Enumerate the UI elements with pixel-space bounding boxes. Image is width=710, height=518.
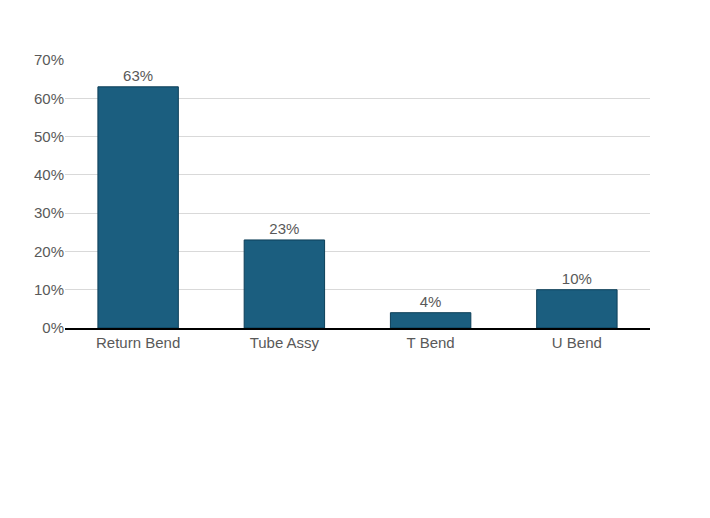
svg-text:30%: 30%: [34, 204, 64, 221]
svg-text:10%: 10%: [562, 270, 592, 287]
svg-text:Return Bend: Return Bend: [96, 334, 180, 351]
svg-text:Tube Assy: Tube Assy: [250, 334, 320, 351]
svg-text:60%: 60%: [34, 90, 64, 107]
svg-text:23%: 23%: [269, 220, 299, 237]
svg-text:63%: 63%: [123, 67, 153, 84]
svg-text:50%: 50%: [34, 128, 64, 145]
svg-text:20%: 20%: [34, 243, 64, 260]
svg-text:0%: 0%: [42, 319, 64, 336]
svg-text:70%: 70%: [34, 51, 64, 68]
svg-text:10%: 10%: [34, 281, 64, 298]
svg-text:40%: 40%: [34, 166, 64, 183]
svg-text:4%: 4%: [420, 293, 442, 310]
svg-text:U Bend: U Bend: [552, 334, 602, 351]
svg-text:T Bend: T Bend: [407, 334, 455, 351]
